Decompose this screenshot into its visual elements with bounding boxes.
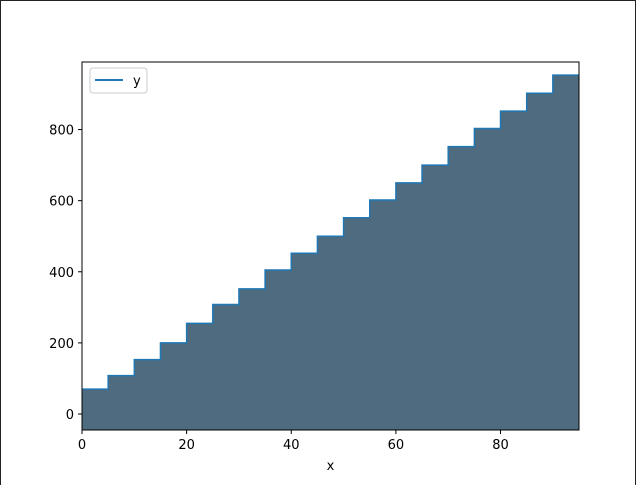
area-step-8 xyxy=(291,253,318,430)
area-step-15 xyxy=(474,128,502,430)
series-line-0 xyxy=(82,74,579,390)
area-step-18 xyxy=(552,75,580,431)
x-tick-label: 0 xyxy=(78,438,86,453)
y-tick-label: 400 xyxy=(49,266,74,281)
legend-label: y xyxy=(133,74,141,89)
x-axis-label: x xyxy=(327,459,335,474)
y-tick-label: 800 xyxy=(49,124,74,139)
area-step-10 xyxy=(343,217,371,430)
y-axis-ticks: 0 200 400 600 800 xyxy=(49,124,82,423)
area-step-11 xyxy=(369,199,397,430)
axes-frame xyxy=(81,61,580,431)
area-step-0 xyxy=(82,389,109,430)
x-tick-label: 60 xyxy=(388,438,405,453)
area-fill-layer xyxy=(82,75,580,431)
legend: y xyxy=(89,67,148,94)
x-tick-label: 40 xyxy=(283,438,300,453)
y-tick-label: 0 xyxy=(66,408,74,423)
area-step-9 xyxy=(317,236,345,430)
area-step-16 xyxy=(500,111,528,431)
x-axis-ticks: 0 20 40 60 80 xyxy=(78,430,509,453)
area-step-5 xyxy=(212,304,240,430)
area-step-14 xyxy=(448,146,475,430)
area-step-12 xyxy=(395,182,423,430)
area-step-17 xyxy=(526,93,554,431)
area-step-2 xyxy=(134,359,161,430)
area-step-1 xyxy=(108,375,135,430)
area-step-4 xyxy=(186,323,214,430)
area-step-13 xyxy=(422,165,449,430)
area-step-3 xyxy=(160,342,188,430)
area-step-6 xyxy=(238,288,266,430)
x-tick-label: 80 xyxy=(492,438,509,453)
y-tick-label: 600 xyxy=(49,195,74,210)
x-tick-label: 20 xyxy=(178,438,195,453)
y-tick-label: 200 xyxy=(49,337,74,352)
series-line-layer xyxy=(82,74,579,390)
area-step-7 xyxy=(265,270,292,430)
